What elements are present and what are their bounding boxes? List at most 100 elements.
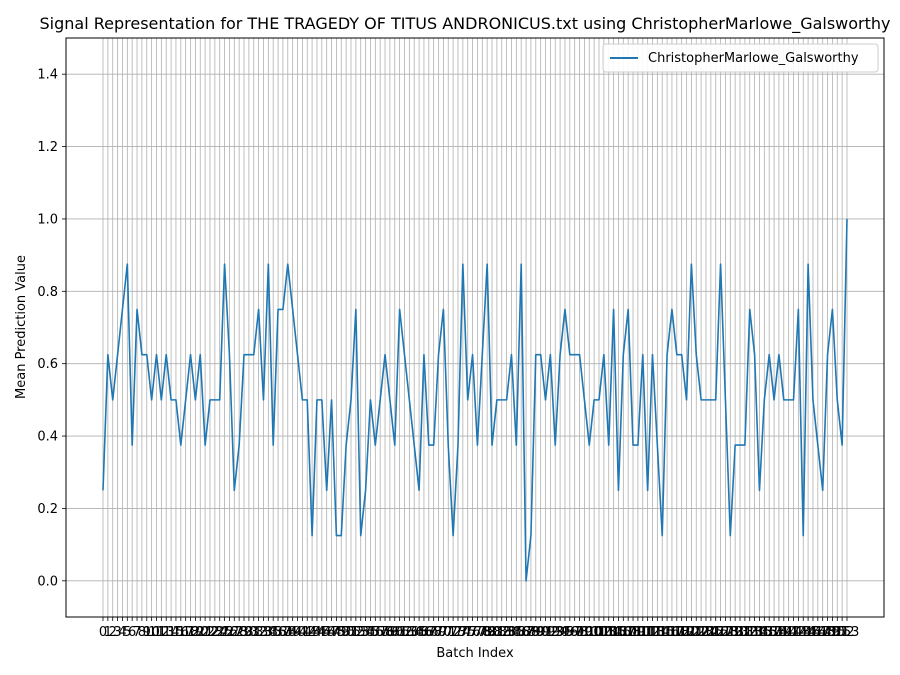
x-tick-label: 109	[621, 625, 646, 640]
x-tick-label: 59	[382, 625, 399, 640]
x-tick-label: 105	[601, 625, 626, 640]
x-tick-label: 55	[362, 625, 379, 640]
x-tick-label: 14	[163, 625, 180, 640]
x-tick-label: 48	[328, 625, 345, 640]
x-tick-label: 71	[440, 625, 457, 640]
x-tick-label: 18	[182, 625, 199, 640]
x-tick-label: 86	[513, 625, 530, 640]
x-tick-label: 118	[664, 625, 689, 640]
x-tick-label: 115	[650, 625, 675, 640]
x-tick-label: 20	[192, 625, 209, 640]
x-tick-label: 136	[752, 625, 777, 640]
x-tick-label: 17	[177, 625, 194, 640]
y-tick-label: 0.8	[37, 285, 58, 300]
x-tick-label: 117	[660, 625, 685, 640]
x-tick-label: 52	[348, 625, 365, 640]
x-tick-label: 15	[168, 625, 185, 640]
x-tick-label: 51	[343, 625, 360, 640]
x-tick-label: 127	[708, 625, 733, 640]
x-tick-label: 46	[318, 625, 335, 640]
x-tick-label: 98	[571, 625, 588, 640]
plot-frame	[65, 37, 885, 618]
x-tick-label: 116	[655, 625, 680, 640]
x-tick-label: 10	[143, 625, 160, 640]
x-tick-label: 9	[143, 625, 151, 640]
x-tick-label: 44	[309, 625, 326, 640]
x-tick-label: 91	[537, 625, 554, 640]
x-tick-label: 83	[498, 625, 515, 640]
x-tick-label: 58	[377, 625, 394, 640]
x-tick-label: 85	[508, 625, 525, 640]
x-tick-label: 65	[411, 625, 428, 640]
x-tick-label: 95	[557, 625, 574, 640]
x-tick-label: 147	[805, 625, 830, 640]
x-tick-label: 114	[645, 625, 670, 640]
x-tick-label: 130	[723, 625, 748, 640]
legend-label: ChristopherMarlowe_Galsworthy	[648, 51, 859, 66]
x-tick-label: 5	[123, 625, 131, 640]
y-tick-label: 1.4	[37, 68, 58, 83]
x-tick-label: 140	[771, 625, 796, 640]
x-tick-label: 82	[493, 625, 510, 640]
x-tick-label: 33	[255, 625, 272, 640]
x-tick-label: 129	[718, 625, 743, 640]
x-tick-label: 79	[479, 625, 496, 640]
x-tick-label: 19	[187, 625, 204, 640]
x-tick-label: 6	[128, 625, 136, 640]
x-tick-label: 63	[401, 625, 418, 640]
x-tick-label: 53	[352, 625, 369, 640]
y-axis-label: Mean Prediction Value	[14, 255, 29, 399]
x-tick-label: 45	[314, 625, 331, 640]
x-tick-label: 2	[109, 625, 117, 640]
x-tick-label: 27	[226, 625, 243, 640]
x-tick-label: 80	[484, 625, 501, 640]
x-tick-label: 68	[425, 625, 442, 640]
y-gridlines	[66, 73, 884, 582]
x-tick-label: 96	[562, 625, 579, 640]
x-tick-label: 121	[679, 625, 704, 640]
x-tick-label: 34	[260, 625, 277, 640]
x-tick-label: 149	[815, 625, 840, 640]
y-tick-label: 0.0	[37, 574, 58, 589]
x-tick-label: 151	[825, 625, 850, 640]
x-tick-label: 119	[669, 625, 694, 640]
x-axis-label: Batch Index	[436, 646, 514, 661]
x-tick-label: 135	[747, 625, 772, 640]
x-tick-label: 90	[532, 625, 549, 640]
x-tick-label: 92	[542, 625, 559, 640]
x-tick-label: 32	[250, 625, 267, 640]
x-tick-label: 30	[241, 625, 258, 640]
x-tick-label: 12	[153, 625, 170, 640]
x-tick-label: 26	[221, 625, 238, 640]
x-tick-label: 60	[386, 625, 403, 640]
x-tick-label: 108	[616, 625, 641, 640]
y-tick-label: 1.0	[37, 212, 58, 227]
x-tick-label: 134	[742, 625, 767, 640]
x-tick-label: 75	[459, 625, 476, 640]
y-tick-label: 0.2	[37, 502, 58, 517]
x-tick-label: 1	[104, 625, 112, 640]
x-tick-label: 150	[820, 625, 845, 640]
y-axis-ticks: 0.0 0.2 0.4 0.6 0.8 1.0 1.2 1.4	[37, 68, 66, 589]
y-tick-label: 0.4	[37, 430, 58, 445]
x-tick-label: 142	[781, 625, 806, 640]
x-tick-label: 76	[464, 625, 481, 640]
x-tick-label: 3	[113, 625, 121, 640]
x-tick-label: 123	[689, 625, 714, 640]
x-tick-label: 54	[357, 625, 374, 640]
x-tick-label: 139	[767, 625, 792, 640]
x-tick-label: 49	[333, 625, 350, 640]
x-tick-label: 143	[786, 625, 811, 640]
x-tick-label: 93	[547, 625, 564, 640]
x-tick-label: 153	[835, 625, 860, 640]
x-tick-label: 66	[416, 625, 433, 640]
x-tick-label: 31	[245, 625, 262, 640]
x-tick-label: 106	[606, 625, 631, 640]
x-tick-label: 81	[489, 625, 506, 640]
series-line	[102, 218, 848, 582]
x-tick-label: 141	[776, 625, 801, 640]
x-tick-label: 50	[338, 625, 355, 640]
x-tick-label: 78	[474, 625, 491, 640]
x-tick-label: 132	[732, 625, 757, 640]
